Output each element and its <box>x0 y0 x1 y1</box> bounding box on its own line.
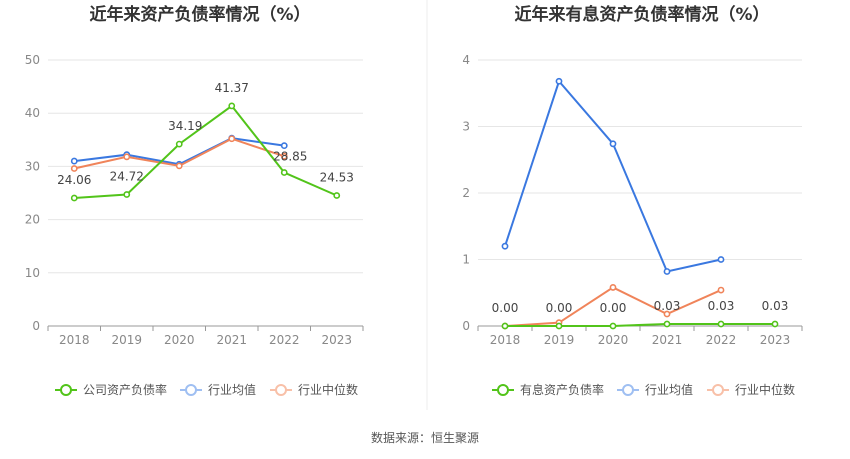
legend-marker <box>497 384 509 396</box>
data-label: 24.53 <box>320 171 354 185</box>
x-tick-label: 2020 <box>598 333 629 347</box>
x-tick-label: 2021 <box>216 333 247 347</box>
data-point[interactable] <box>609 284 617 291</box>
legend-item-3[interactable]: 行业中位数 <box>707 382 795 397</box>
data-point[interactable] <box>70 157 78 165</box>
chart-1: 近年来资产负债率情况（%） 0 10 20 30 40 50 2018 2019 2020 2021… <box>25 4 364 397</box>
data-label: 0.00 <box>492 301 519 315</box>
legend-label: 公司资产负债率 <box>83 382 167 397</box>
y-tick-label: 50 <box>25 53 40 67</box>
x-tick-label: 2019 <box>544 333 575 347</box>
x-tick-label: 2023 <box>760 333 791 347</box>
data-point[interactable] <box>280 152 288 160</box>
data-point[interactable] <box>609 140 617 148</box>
legend-marker <box>622 384 634 396</box>
legend-item-2[interactable]: 行业均值 <box>617 382 693 397</box>
data-point[interactable] <box>717 286 725 294</box>
data-point[interactable] <box>280 142 288 150</box>
series-line <box>505 323 775 327</box>
data-label: 28.85 <box>273 150 307 164</box>
data-point[interactable] <box>70 194 78 202</box>
x-tick-label: 2023 <box>321 333 352 347</box>
x-tick-label: 2020 <box>164 333 195 347</box>
y-tick-label: 40 <box>25 106 40 120</box>
data-point[interactable] <box>70 165 78 172</box>
legend-label: 行业中位数 <box>735 382 795 397</box>
x-tick-label: 2022 <box>706 333 737 347</box>
y-tick-label: 2 <box>462 186 470 200</box>
series-2 <box>501 77 725 275</box>
data-label: 0.03 <box>762 299 789 313</box>
series-3 <box>70 135 288 172</box>
data-point[interactable] <box>123 191 131 198</box>
data-label: 0.03 <box>654 299 681 313</box>
x-tick-label: 2018 <box>490 333 521 347</box>
data-point[interactable] <box>333 192 341 199</box>
legend-item-3[interactable]: 行业中位数 <box>270 382 358 397</box>
chart-title: 近年来资产负债率情况（%） <box>89 4 310 25</box>
series-1 <box>70 102 341 202</box>
legend-marker <box>60 384 72 396</box>
data-point[interactable] <box>555 77 563 85</box>
legend-item-1[interactable]: 公司资产负债率 <box>55 382 167 397</box>
legend-label: 行业均值 <box>208 382 256 397</box>
legend-label: 行业均值 <box>645 382 693 397</box>
y-tick-label: 0 <box>32 319 40 333</box>
data-point[interactable] <box>175 162 183 170</box>
y-tick-label: 20 <box>25 213 40 227</box>
data-label: 0.00 <box>600 301 627 315</box>
source-note: 数据来源：恒生聚源 <box>371 430 479 445</box>
y-tick-label: 1 <box>462 253 470 267</box>
data-point[interactable] <box>123 153 131 161</box>
data-point[interactable] <box>501 322 509 330</box>
data-label: 24.72 <box>110 169 144 183</box>
legend-marker <box>712 384 724 396</box>
x-tick-label: 2022 <box>269 333 300 347</box>
data-point[interactable] <box>663 320 671 328</box>
x-tick-label: 2021 <box>652 333 683 347</box>
y-tick-label: 3 <box>462 120 470 134</box>
data-point[interactable] <box>228 102 236 110</box>
x-tick-label: 2018 <box>59 333 90 347</box>
data-point[interactable] <box>175 140 183 148</box>
data-point[interactable] <box>771 320 779 328</box>
legend-item-2[interactable]: 行业均值 <box>180 382 256 397</box>
legend-marker <box>185 384 197 396</box>
data-label: 34.19 <box>168 119 202 133</box>
chart-2: 近年来有息资产负债率情况（%） 0 1 2 3 4 2018 2019 2020 2021 2022… <box>462 4 803 397</box>
data-point[interactable] <box>663 310 671 318</box>
data-label: 41.37 <box>215 81 249 95</box>
series-line <box>504 79 722 273</box>
y-tick-label: 4 <box>462 53 470 67</box>
chart-title: 近年来有息资产负债率情况（%） <box>514 4 769 25</box>
data-point[interactable] <box>228 135 236 143</box>
data-point[interactable] <box>717 320 725 328</box>
data-label: 0.00 <box>546 301 573 315</box>
data-point[interactable] <box>609 322 617 330</box>
x-tick-label: 2019 <box>111 333 142 347</box>
series-line <box>74 104 338 199</box>
y-tick-label: 0 <box>462 319 470 333</box>
data-point[interactable] <box>555 322 563 330</box>
y-tick-label: 30 <box>25 159 40 173</box>
data-label: 0.03 <box>708 299 735 313</box>
data-point[interactable] <box>717 256 725 263</box>
legend-label: 行业中位数 <box>298 382 358 397</box>
legend-item-1[interactable]: 有息资产负债率 <box>492 382 604 397</box>
data-point[interactable] <box>501 242 509 250</box>
data-point[interactable] <box>280 169 288 176</box>
data-label: 24.06 <box>57 173 91 187</box>
series-1 <box>501 320 779 330</box>
y-tick-label: 10 <box>25 266 40 280</box>
legend-label: 有息资产负债率 <box>520 382 604 397</box>
data-point[interactable] <box>663 268 671 275</box>
legend-marker <box>275 384 287 396</box>
